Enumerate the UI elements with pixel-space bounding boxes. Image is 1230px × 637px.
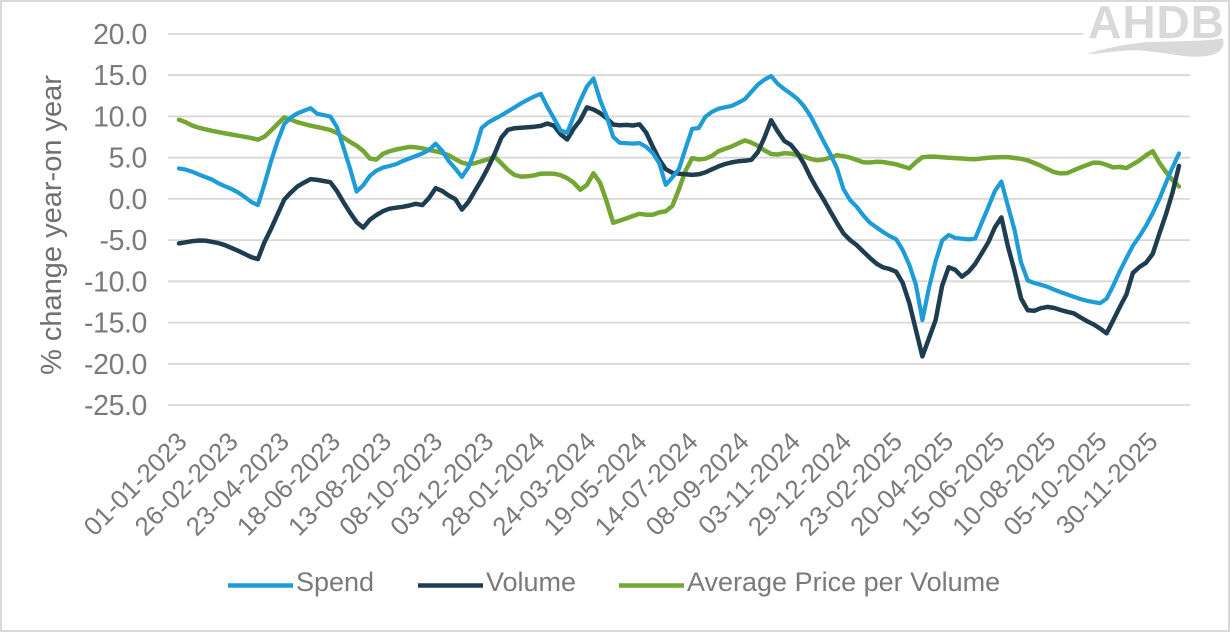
svg-text:10.0: 10.0 (93, 101, 147, 133)
svg-text:15.0: 15.0 (93, 60, 147, 92)
svg-text:AHDB: AHDB (1088, 0, 1225, 48)
svg-text:-20.0: -20.0 (84, 349, 147, 381)
svg-text:-15.0: -15.0 (84, 308, 147, 340)
svg-text:-25.0: -25.0 (84, 390, 147, 422)
svg-text:-5.0: -5.0 (99, 225, 147, 257)
svg-text:Spend: Spend (296, 567, 374, 597)
svg-text:Volume: Volume (486, 567, 576, 597)
svg-text:% change year-on year: % change year-on year (36, 75, 68, 375)
svg-text:0.0: 0.0 (109, 184, 147, 216)
svg-text:Average Price per Volume: Average Price per Volume (687, 567, 1000, 597)
svg-text:5.0: 5.0 (109, 143, 147, 175)
svg-text:-10.0: -10.0 (84, 266, 147, 298)
svg-text:20.0: 20.0 (93, 19, 147, 51)
